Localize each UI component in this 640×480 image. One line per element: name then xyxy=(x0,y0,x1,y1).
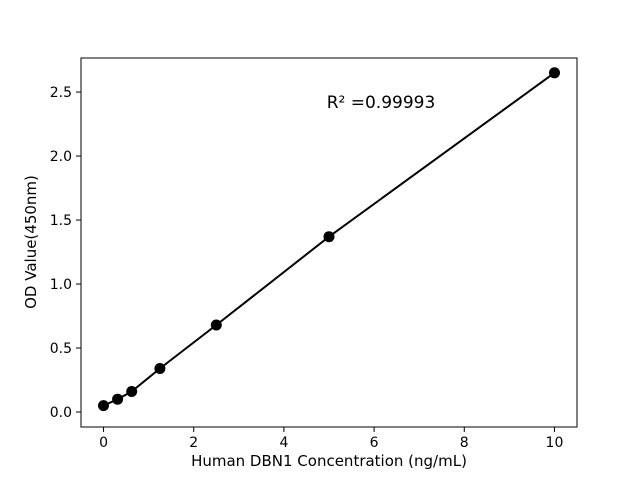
y-tick-label: 1.0 xyxy=(50,277,72,293)
x-tick-label: 6 xyxy=(370,435,379,451)
r-squared-annotation: R² =0.99993 xyxy=(327,93,436,113)
y-tick-label: 1.5 xyxy=(50,213,72,229)
x-tick-label: 2 xyxy=(189,435,198,451)
x-tick-label: 8 xyxy=(460,435,469,451)
data-point-marker xyxy=(154,363,166,374)
data-point-marker xyxy=(126,386,138,397)
y-tick-label: 0.5 xyxy=(50,341,72,357)
y-axis-label: OD Value(450nm) xyxy=(22,175,40,309)
x-tick-label: 0 xyxy=(99,435,108,451)
data-point-marker xyxy=(549,67,560,79)
x-axis-label: Human DBN1 Concentration (ng/mL) xyxy=(191,452,467,470)
x-tick-label: 10 xyxy=(546,435,564,451)
data-point-marker xyxy=(323,231,335,243)
data-point-marker xyxy=(210,319,222,331)
data-point-marker xyxy=(98,400,109,412)
plot-area xyxy=(80,57,578,428)
x-tick-label: 4 xyxy=(279,435,288,451)
y-tick-label: 0.0 xyxy=(50,405,72,421)
axis-ticks: 0 2 4 6 8 10 0.0 0.5 1.0 1.5 2.0 2.5 xyxy=(50,85,564,451)
y-tick-label: 2.0 xyxy=(50,149,72,165)
data-series xyxy=(98,67,560,412)
data-point-marker xyxy=(112,393,124,405)
y-tick-label: 2.5 xyxy=(50,85,72,101)
